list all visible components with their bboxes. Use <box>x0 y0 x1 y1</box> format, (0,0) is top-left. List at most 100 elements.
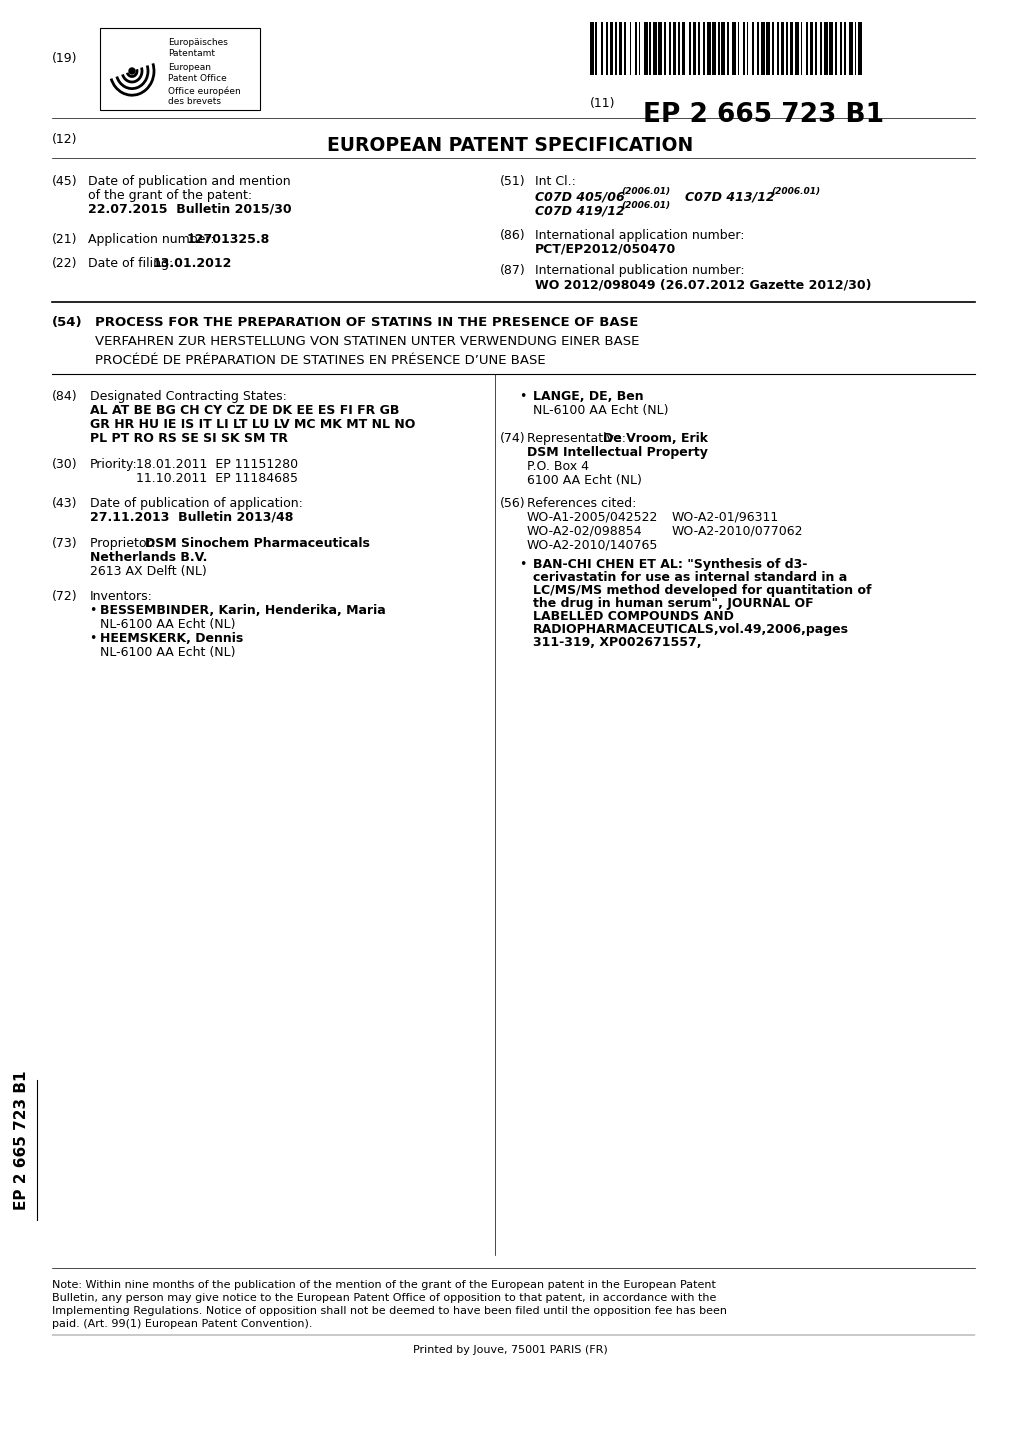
Bar <box>692 22 696 75</box>
Text: 18.01.2011  EP 11151280: 18.01.2011 EP 11151280 <box>136 459 298 472</box>
Bar <box>834 22 836 75</box>
Bar <box>605 22 607 75</box>
Text: •: • <box>90 632 101 645</box>
Bar <box>668 22 671 75</box>
Text: 311-319, XP002671557,: 311-319, XP002671557, <box>533 636 701 649</box>
Bar <box>673 22 676 75</box>
Bar <box>589 22 593 75</box>
Bar <box>789 22 793 75</box>
Text: 2613 AX Delft (NL): 2613 AX Delft (NL) <box>90 565 207 578</box>
Bar <box>805 22 807 75</box>
Text: 27.11.2013  Bulletin 2013/48: 27.11.2013 Bulletin 2013/48 <box>90 510 293 523</box>
Text: 6100 AA Echt (NL): 6100 AA Echt (NL) <box>527 474 641 487</box>
Text: (72): (72) <box>52 590 77 603</box>
Bar <box>823 22 826 75</box>
Bar <box>678 22 680 75</box>
Text: WO-A2-2010/140765: WO-A2-2010/140765 <box>527 539 657 552</box>
Text: RADIOPHARMACEUTICALS,vol.49,2006,pages: RADIOPHARMACEUTICALS,vol.49,2006,pages <box>533 623 848 636</box>
Text: PL PT RO RS SE SI SK SM TR: PL PT RO RS SE SI SK SM TR <box>90 433 287 446</box>
Text: De Vroom, Erik: De Vroom, Erik <box>602 433 707 446</box>
Text: (2006.01): (2006.01) <box>621 200 669 211</box>
Text: VERFAHREN ZUR HERSTELLUNG VON STATINEN UNTER VERWENDUNG EINER BASE: VERFAHREN ZUR HERSTELLUNG VON STATINEN U… <box>95 335 639 348</box>
Text: P.O. Box 4: P.O. Box 4 <box>527 460 588 473</box>
Text: (43): (43) <box>52 497 77 510</box>
Bar <box>600 22 602 75</box>
Bar <box>619 22 622 75</box>
Text: WO 2012/098049 (26.07.2012 Gazette 2012/30): WO 2012/098049 (26.07.2012 Gazette 2012/… <box>535 278 870 291</box>
Bar <box>614 22 616 75</box>
Bar <box>629 22 631 75</box>
Text: (2006.01): (2006.01) <box>770 187 819 196</box>
Text: Date of publication of application:: Date of publication of application: <box>90 497 303 510</box>
Text: WO-A1-2005/042522: WO-A1-2005/042522 <box>527 510 657 523</box>
Text: Office européen: Office européen <box>168 87 240 95</box>
Bar <box>638 22 640 75</box>
Text: C07D 419/12: C07D 419/12 <box>535 203 624 216</box>
Text: of the grant of the patent:: of the grant of the patent: <box>88 189 252 202</box>
Text: (84): (84) <box>52 389 77 402</box>
Text: (86): (86) <box>499 229 525 242</box>
Bar <box>776 22 779 75</box>
Bar <box>746 22 748 75</box>
Bar <box>840 22 841 75</box>
Bar <box>800 22 802 75</box>
Bar <box>711 22 715 75</box>
Text: 11.10.2011  EP 11184685: 11.10.2011 EP 11184685 <box>136 472 298 485</box>
Text: Note: Within nine months of the publication of the mention of the grant of the E: Note: Within nine months of the publicat… <box>52 1280 715 1291</box>
Text: (22): (22) <box>52 257 77 270</box>
Text: Implementing Regulations. Notice of opposition shall not be deemed to have been : Implementing Regulations. Notice of oppo… <box>52 1306 727 1317</box>
Bar <box>635 22 636 75</box>
Text: Designated Contracting States:: Designated Contracting States: <box>90 389 286 402</box>
Text: •: • <box>90 604 101 617</box>
Bar <box>657 22 661 75</box>
Text: LC/MS/MS method developed for quantitation of: LC/MS/MS method developed for quantitati… <box>533 584 870 597</box>
Text: EP 2 665 723 B1: EP 2 665 723 B1 <box>14 1070 30 1210</box>
Text: Patentamt: Patentamt <box>168 49 215 58</box>
Text: Netherlands B.V.: Netherlands B.V. <box>90 551 207 564</box>
Text: NL-6100 AA Echt (NL): NL-6100 AA Echt (NL) <box>100 646 235 659</box>
Text: DSM Intellectual Property: DSM Intellectual Property <box>527 446 707 459</box>
Text: (87): (87) <box>499 264 525 277</box>
Text: BESSEMBINDER, Karin, Henderika, Maria: BESSEMBINDER, Karin, Henderika, Maria <box>100 604 385 617</box>
Text: Application number:: Application number: <box>88 234 218 247</box>
Text: (51): (51) <box>499 174 525 187</box>
Bar <box>771 22 772 75</box>
Text: Priority:: Priority: <box>90 459 138 472</box>
Bar <box>609 22 612 75</box>
Text: Proprietor:: Proprietor: <box>90 536 159 549</box>
Text: 12701325.8: 12701325.8 <box>186 234 270 247</box>
Text: •: • <box>519 558 526 571</box>
Text: 22.07.2015  Bulletin 2015/30: 22.07.2015 Bulletin 2015/30 <box>88 203 291 216</box>
Text: NL-6100 AA Echt (NL): NL-6100 AA Echt (NL) <box>533 404 667 417</box>
Bar <box>624 22 626 75</box>
Text: WO-A2-2010/077062: WO-A2-2010/077062 <box>672 525 803 538</box>
Text: 13.01.2012: 13.01.2012 <box>153 257 232 270</box>
Text: (45): (45) <box>52 174 77 187</box>
Bar <box>706 22 710 75</box>
Text: paid. (Art. 99(1) European Patent Convention).: paid. (Art. 99(1) European Patent Conven… <box>52 1319 312 1330</box>
Text: EP 2 665 723 B1: EP 2 665 723 B1 <box>642 102 883 128</box>
Text: GR HR HU IE IS IT LI LT LU LV MC MK MT NL NO: GR HR HU IE IS IT LI LT LU LV MC MK MT N… <box>90 418 415 431</box>
Bar <box>688 22 690 75</box>
Text: PCT/EP2012/050470: PCT/EP2012/050470 <box>535 244 676 257</box>
Bar <box>814 22 816 75</box>
Text: Bulletin, any person may give notice to the European Patent Office of opposition: Bulletin, any person may give notice to … <box>52 1293 715 1304</box>
Bar <box>663 22 665 75</box>
Bar <box>849 22 852 75</box>
Text: Patent Office: Patent Office <box>168 74 226 84</box>
Text: Europäisches: Europäisches <box>168 37 227 48</box>
Text: LANGE, DE, Ben: LANGE, DE, Ben <box>533 389 643 402</box>
Bar <box>697 22 699 75</box>
Bar <box>828 22 833 75</box>
Text: PROCESS FOR THE PREPARATION OF STATINS IN THE PRESENCE OF BASE: PROCESS FOR THE PREPARATION OF STATINS I… <box>95 316 638 329</box>
Bar <box>681 22 685 75</box>
Text: Date of publication and mention: Date of publication and mention <box>88 174 290 187</box>
Bar <box>765 22 769 75</box>
Text: European: European <box>168 63 211 72</box>
Text: the drug in human serum", JOURNAL OF: the drug in human serum", JOURNAL OF <box>533 597 813 610</box>
Text: HEEMSKERK, Dennis: HEEMSKERK, Dennis <box>100 632 243 645</box>
Text: (2006.01): (2006.01) <box>621 187 669 196</box>
Bar <box>795 22 798 75</box>
Text: AL AT BE BG CH CY CZ DE DK EE ES FI FR GB: AL AT BE BG CH CY CZ DE DK EE ES FI FR G… <box>90 404 399 417</box>
Bar <box>760 22 764 75</box>
